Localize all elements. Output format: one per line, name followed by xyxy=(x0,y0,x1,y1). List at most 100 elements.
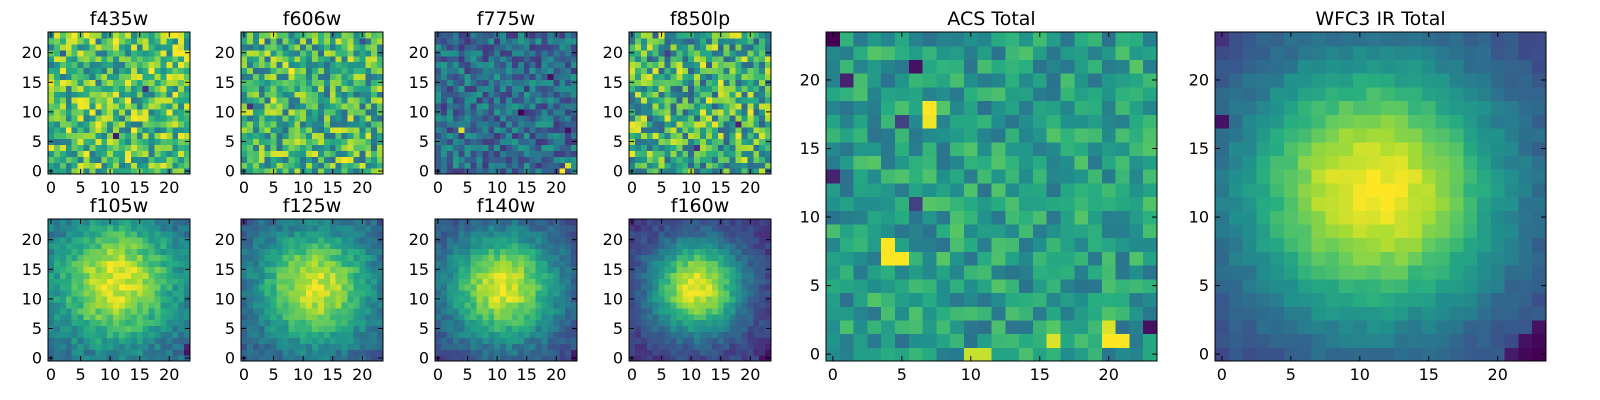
heatmap-cell xyxy=(89,126,96,134)
heatmap-cell xyxy=(506,61,513,69)
heatmap-cell xyxy=(335,325,343,333)
heatmap-cell xyxy=(95,266,102,273)
heatmap-cell xyxy=(867,292,882,307)
heatmap-cell xyxy=(71,43,79,51)
heatmap-cell xyxy=(553,254,560,262)
heatmap-cell xyxy=(506,325,513,333)
heatmap-cell xyxy=(246,32,254,39)
heatmap-cell xyxy=(119,248,126,256)
heatmap-cell xyxy=(101,313,108,321)
heatmap-cell xyxy=(658,290,666,297)
heatmap-cell xyxy=(294,32,301,39)
heatmap-cell xyxy=(735,85,743,92)
x-tick-label: 5 xyxy=(268,365,278,384)
heatmap-cell xyxy=(670,301,677,309)
heatmap-cell xyxy=(119,126,126,134)
heatmap-cell xyxy=(488,156,495,163)
heatmap-cell xyxy=(95,79,102,86)
heatmap-cell xyxy=(541,248,549,256)
heatmap-cell xyxy=(717,349,725,356)
heatmap-cell xyxy=(723,290,731,297)
heatmap-cell xyxy=(148,307,156,315)
heatmap-cell xyxy=(377,43,384,51)
heatmap-cell xyxy=(264,91,272,98)
heatmap-cell xyxy=(494,108,501,116)
heatmap-cell xyxy=(89,150,96,157)
heatmap-cell xyxy=(113,114,120,122)
heatmap-cell xyxy=(652,156,660,163)
heatmap-cell xyxy=(705,313,713,321)
heatmap-cell xyxy=(276,144,284,151)
heatmap-cell xyxy=(172,266,179,273)
heatmap-cell xyxy=(571,103,578,110)
heatmap-cell xyxy=(48,150,55,157)
heatmap-cell xyxy=(735,108,743,116)
heatmap-cell xyxy=(711,331,719,338)
heatmap-cell xyxy=(435,242,442,250)
heatmap-cell xyxy=(317,156,325,163)
heatmap-cell xyxy=(371,295,378,303)
heatmap-cell xyxy=(124,103,132,110)
heatmap-cell xyxy=(464,284,472,291)
heatmap-cell xyxy=(711,55,719,63)
heatmap-cell xyxy=(565,168,572,175)
heatmap-cell xyxy=(1005,306,1020,321)
heatmap-cell xyxy=(729,325,737,333)
heatmap-cell xyxy=(881,292,896,307)
heatmap-cell xyxy=(1088,347,1103,362)
heatmap-cell xyxy=(694,313,701,321)
heatmap-cell xyxy=(506,132,513,140)
heatmap-cell xyxy=(523,295,531,303)
heatmap-cell xyxy=(634,355,642,362)
heatmap-cell xyxy=(682,150,689,157)
heatmap-cell xyxy=(535,37,543,45)
heatmap-cell xyxy=(765,144,772,151)
heatmap-cell xyxy=(371,37,378,45)
heatmap-cell xyxy=(529,132,537,140)
heatmap-cell xyxy=(753,295,760,303)
heatmap-cell xyxy=(347,126,355,134)
heatmap-cell xyxy=(119,331,126,338)
heatmap-cell xyxy=(294,168,301,175)
heatmap-cell xyxy=(341,337,349,344)
heatmap-cell xyxy=(101,126,108,134)
heatmap-cell xyxy=(160,162,167,169)
heatmap-cell xyxy=(452,224,460,232)
heatmap-cell xyxy=(741,254,748,262)
heatmap-cell xyxy=(341,85,349,92)
heatmap-cell xyxy=(377,126,384,134)
heatmap-cell xyxy=(172,260,179,267)
heatmap-cell xyxy=(458,219,466,226)
heatmap-cell xyxy=(172,37,179,45)
heatmap-cell xyxy=(640,103,648,110)
heatmap-cell xyxy=(646,313,654,321)
heatmap-cell xyxy=(694,266,701,273)
y-tick-label: 10 xyxy=(215,102,235,121)
heatmap-cell xyxy=(359,301,366,309)
heatmap-cell xyxy=(264,108,272,116)
heatmap-cell xyxy=(747,319,754,327)
heatmap-cell xyxy=(553,278,560,285)
heatmap-cell xyxy=(65,162,73,169)
heatmap-cell xyxy=(723,126,731,134)
heatmap-cell xyxy=(124,284,132,291)
heatmap-cell xyxy=(172,43,179,51)
heatmap-cell xyxy=(464,67,472,75)
heatmap-cell xyxy=(717,307,725,315)
heatmap-cell xyxy=(172,331,179,338)
heatmap-cell xyxy=(335,85,343,92)
heatmap-cell xyxy=(723,301,731,309)
heatmap-cell xyxy=(488,85,495,92)
heatmap-cell xyxy=(658,126,666,134)
heatmap-cell xyxy=(464,307,472,315)
heatmap-cell xyxy=(252,355,260,362)
heatmap-cell xyxy=(670,219,677,226)
heatmap-cell xyxy=(323,49,331,57)
heatmap-cell xyxy=(160,254,167,262)
heatmap-cell xyxy=(446,343,454,350)
heatmap-cell xyxy=(682,224,689,232)
heatmap-cell xyxy=(154,32,162,39)
heatmap-cell xyxy=(559,301,566,309)
heatmap-cell xyxy=(559,307,566,315)
heatmap-cell xyxy=(741,313,748,321)
